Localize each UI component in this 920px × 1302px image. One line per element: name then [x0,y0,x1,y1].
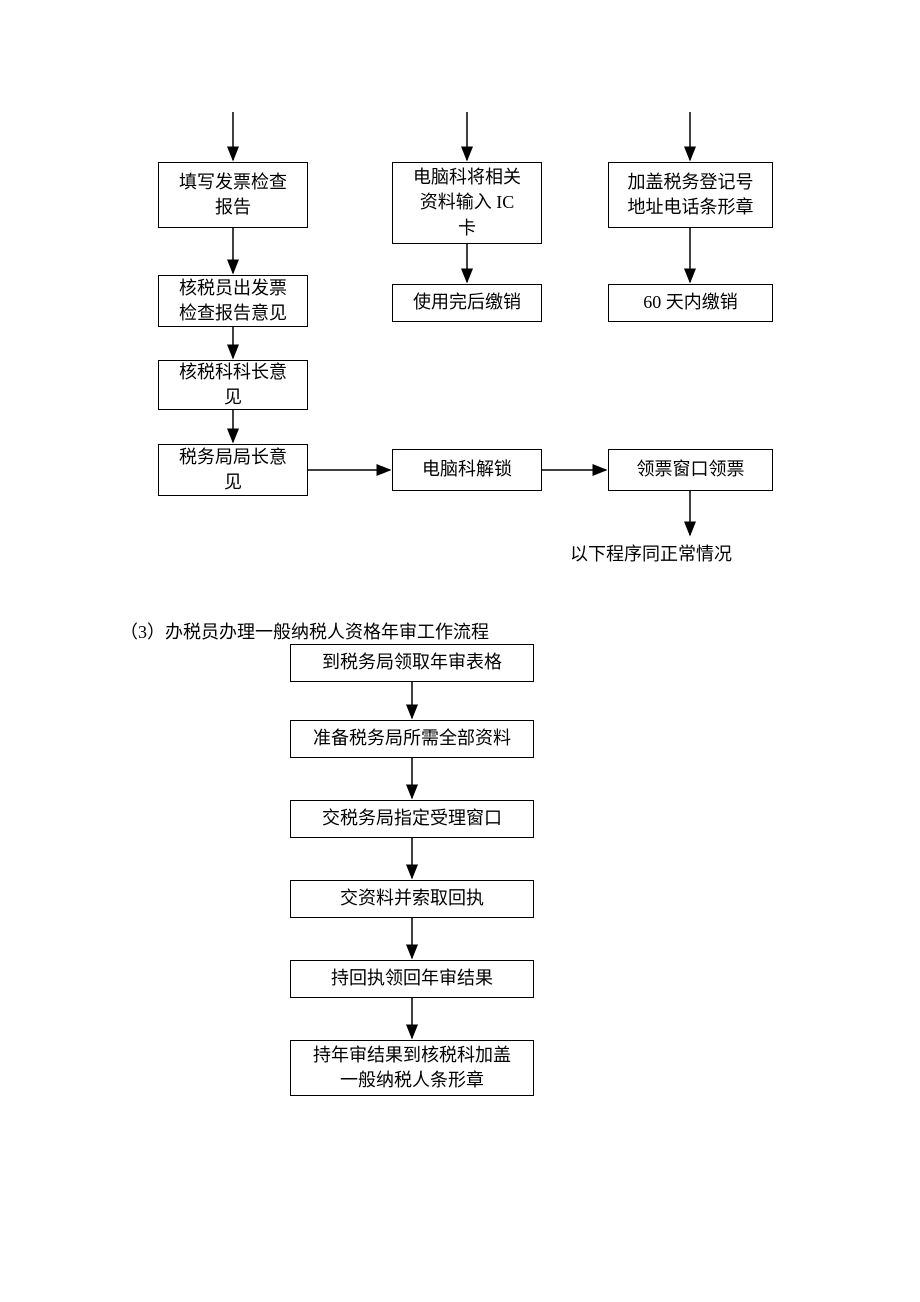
f1-c2-n3: 电脑科解锁 [392,449,542,491]
f2-n5: 持回执领回年审结果 [290,960,534,998]
f2-n3: 交税务局指定受理窗口 [290,800,534,838]
section3-title: （3）办税员办理一般纳税人资格年审工作流程 [120,618,489,644]
f2-n4: 交资料并索取回执 [290,880,534,918]
f1-c1-n2: 核税员出发票 检查报告意见 [158,275,308,327]
f1-c3-n2: 60 天内缴销 [608,284,773,322]
f2-n1: 到税务局领取年审表格 [290,644,534,682]
f1-note: 以下程序同正常情况 [570,540,732,566]
f2-n6: 持年审结果到核税科加盖 一般纳税人条形章 [290,1040,534,1096]
f1-c2-n2: 使用完后缴销 [392,284,542,322]
f2-n2: 准备税务局所需全部资料 [290,720,534,758]
f1-c3-n3: 领票窗口领票 [608,449,773,491]
f1-c2-n1: 电脑科将相关 资料输入 IC 卡 [392,162,542,244]
f1-c1-n4: 税务局局长意 见 [158,444,308,496]
f1-c1-n1: 填写发票检查 报告 [158,162,308,228]
f1-c3-n1: 加盖税务登记号 地址电话条形章 [608,162,773,228]
f1-c1-n3: 核税科科长意 见 [158,360,308,410]
